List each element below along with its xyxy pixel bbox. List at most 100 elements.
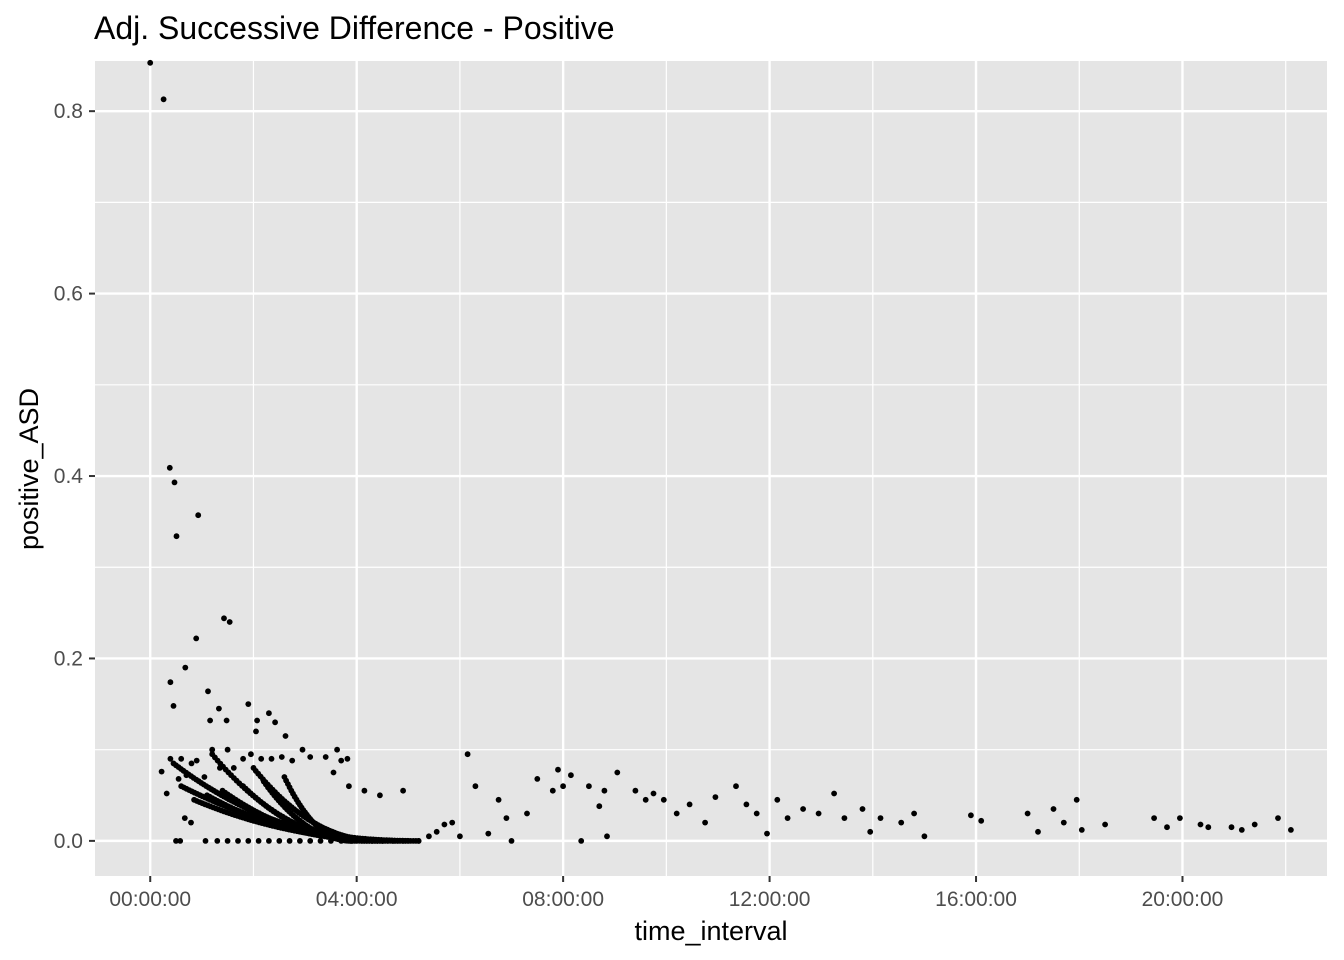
data-point (1035, 828, 1041, 835)
data-point (307, 838, 314, 844)
data-point (495, 796, 502, 803)
data-point (384, 838, 391, 844)
y-tick-label: 0.4 (54, 465, 84, 488)
data-point (508, 838, 515, 844)
data-point (831, 790, 837, 797)
data-point (1024, 810, 1031, 817)
data-point (289, 757, 296, 764)
data-point (322, 754, 329, 760)
data-point (214, 838, 221, 844)
data-point (1228, 824, 1235, 831)
data-point (334, 746, 340, 753)
data-point (764, 830, 770, 837)
data-point (632, 787, 639, 794)
data-point (317, 838, 324, 844)
data-point (596, 803, 603, 810)
data-point (195, 512, 202, 519)
data-point (266, 710, 272, 717)
data-point (209, 746, 216, 753)
data-point (1078, 827, 1085, 833)
y-axis: 0.0 0.2 0.4 0.6 0.8 (54, 100, 95, 853)
data-point (774, 796, 781, 803)
data-point (457, 833, 463, 840)
data-point (207, 717, 214, 724)
data-point (224, 838, 231, 844)
data-point (524, 810, 530, 817)
data-point (405, 838, 412, 844)
data-point (660, 796, 667, 803)
y-tick-label: 0.2 (54, 647, 83, 670)
data-point (800, 806, 806, 812)
data-point (297, 838, 303, 844)
data-point (361, 787, 368, 794)
y-axis-title: positive_ASD (14, 388, 44, 550)
data-point (426, 833, 432, 840)
x-tick-label: 20:00:00 (1142, 888, 1224, 911)
data-point (160, 96, 167, 103)
data-point (650, 790, 657, 797)
data-point (1238, 827, 1245, 833)
data-point (216, 705, 222, 712)
data-point (245, 701, 252, 707)
data-point (193, 757, 200, 764)
data-point (230, 765, 237, 771)
data-point (299, 746, 306, 753)
data-point (1205, 824, 1212, 831)
x-tick-label: 00:00:00 (109, 888, 191, 911)
data-point (205, 688, 211, 695)
data-point (415, 838, 422, 844)
data-point (743, 801, 750, 808)
data-point (1251, 821, 1258, 828)
data-point (614, 769, 621, 776)
data-point (379, 838, 386, 844)
data-point (859, 806, 866, 812)
data-point (344, 755, 351, 762)
x-tick-label: 04:00:00 (316, 888, 398, 911)
data-point (555, 766, 561, 773)
data-point (472, 783, 479, 790)
data-point (330, 769, 337, 776)
data-point (898, 819, 905, 826)
data-point (784, 815, 791, 821)
data-point (158, 768, 165, 775)
grid-major (95, 61, 1327, 876)
data-point (485, 830, 492, 837)
data-point (464, 751, 471, 758)
data-point (188, 819, 194, 826)
x-axis-title: time_interval (634, 916, 787, 946)
data-point (877, 815, 884, 821)
data-point (177, 838, 184, 844)
data-point (978, 817, 985, 824)
data-point (254, 717, 260, 724)
data-point (841, 815, 848, 821)
data-point (441, 821, 448, 828)
data-point (258, 755, 265, 762)
data-point (921, 833, 928, 840)
data-point (1177, 815, 1183, 821)
data-point (867, 828, 874, 835)
data-point (188, 760, 195, 767)
y-tick-label: 0.0 (54, 830, 83, 853)
data-point (673, 810, 680, 817)
data-point (377, 792, 383, 799)
data-point (1050, 806, 1057, 812)
data-point (282, 733, 289, 739)
data-point (1288, 827, 1294, 833)
data-point (245, 838, 252, 844)
data-point (253, 728, 259, 735)
data-point (642, 796, 649, 803)
data-point (276, 838, 283, 844)
data-point (1151, 815, 1157, 821)
data-point (968, 812, 974, 819)
data-point (170, 703, 177, 709)
data-point (586, 783, 592, 790)
data-point (221, 615, 227, 622)
data-point (272, 719, 278, 726)
data-point (1060, 819, 1067, 826)
data-point (240, 755, 247, 762)
data-point (278, 754, 285, 760)
data-point (193, 635, 200, 642)
data-point (266, 838, 272, 844)
data-point (712, 794, 719, 800)
data-point (578, 838, 585, 844)
